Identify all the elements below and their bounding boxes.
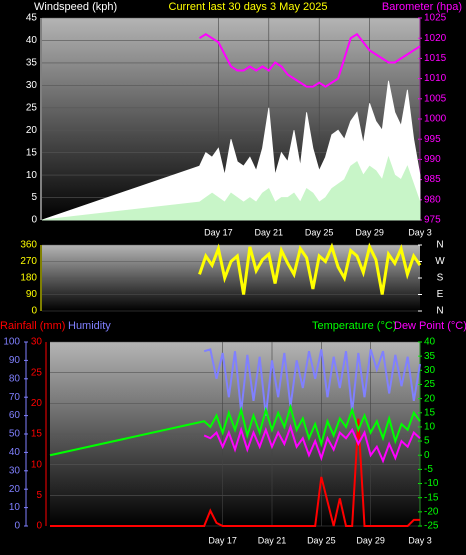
tick-label: 90: [9, 355, 21, 366]
tick-label: N: [436, 240, 443, 251]
line: [198, 242, 422, 295]
series-label: Rainfall (mm): [0, 320, 65, 332]
tick-label: 5: [424, 436, 430, 447]
tick-label: N: [436, 306, 443, 317]
tick-label: 10: [9, 502, 21, 513]
tick-label: -20: [424, 506, 439, 517]
tick-label: 25: [424, 379, 436, 390]
tick-label: 35: [424, 351, 436, 362]
tick-label: 990: [424, 154, 441, 165]
area: [41, 80, 421, 221]
tick-label: -5: [424, 464, 433, 475]
area: [41, 155, 421, 221]
tick-label: W: [435, 256, 445, 267]
tick-label: 30: [26, 80, 38, 91]
tick-label: 5: [31, 192, 37, 203]
tick-label: 270: [20, 256, 37, 267]
x-tick-label: Day 25: [307, 535, 336, 545]
tick-label: 25: [26, 102, 38, 113]
tick-label: 30: [31, 337, 43, 348]
tick-label: 70: [9, 392, 21, 403]
tick-label: 90: [26, 289, 38, 300]
tick-label: 35: [26, 58, 38, 69]
tick-label: 60: [9, 410, 21, 421]
x-tick-label: Day 21: [258, 535, 287, 545]
tick-label: 10: [26, 170, 38, 181]
tick-label: 25: [31, 367, 43, 378]
series-label: Windspeed (kph): [34, 1, 117, 13]
tick-label: 0: [14, 521, 20, 532]
tick-label: 50: [9, 429, 21, 440]
series-label: Humidity: [68, 320, 111, 332]
tick-label: 100: [3, 337, 20, 348]
tick-label: 10: [424, 422, 436, 433]
line: [49, 403, 421, 457]
tick-label: 0: [424, 450, 430, 461]
tick-label: S: [437, 273, 444, 284]
line: [50, 418, 420, 527]
x-tick-label: Day 3: [408, 535, 432, 545]
x-tick-label: Day 17: [208, 535, 237, 545]
tick-label: 1010: [424, 73, 447, 84]
series-label: Barometer (hpa): [382, 1, 462, 13]
tick-label: 0: [31, 215, 37, 226]
tick-label: 985: [424, 174, 441, 185]
tick-label: 40: [9, 447, 21, 458]
tick-label: 180: [20, 273, 37, 284]
tick-label: 15: [31, 429, 43, 440]
x-tick-label: Day 3: [408, 227, 432, 237]
tick-label: 1015: [424, 53, 447, 64]
tick-label: 20: [26, 125, 38, 136]
tick-label: 1025: [424, 13, 447, 24]
tick-label: -25: [424, 521, 439, 532]
tick-label: 30: [9, 465, 21, 476]
line: [203, 423, 421, 464]
tick-label: 10: [31, 459, 43, 470]
tick-label: 30: [424, 365, 436, 376]
tick-label: 975: [424, 215, 441, 226]
x-tick-label: Day 21: [255, 227, 284, 237]
tick-label: 45: [26, 13, 38, 24]
line: [198, 32, 421, 88]
x-tick-label: Day 17: [204, 227, 233, 237]
tick-label: 15: [26, 147, 38, 158]
tick-label: 360: [20, 240, 37, 251]
tick-label: 20: [424, 393, 436, 404]
tick-label: 20: [9, 484, 21, 495]
x-tick-label: Day 29: [356, 535, 385, 545]
tick-label: -15: [424, 492, 439, 503]
tick-label: 5: [36, 490, 42, 501]
x-tick-label: Day 25: [305, 227, 334, 237]
tick-label: 0: [36, 521, 42, 532]
tick-label: 1000: [424, 114, 447, 125]
series-label: Dew Point (°C): [394, 320, 466, 332]
line: [203, 348, 421, 416]
tick-label: 40: [26, 35, 38, 46]
tick-label: E: [437, 289, 444, 300]
x-tick-label: Day 29: [355, 227, 384, 237]
tick-label: 80: [9, 373, 21, 384]
tick-label: 20: [31, 398, 43, 409]
tick-label: 15: [424, 407, 436, 418]
tick-label: 995: [424, 134, 441, 145]
tick-label: -10: [424, 478, 439, 489]
tick-label: 980: [424, 194, 441, 205]
chart-title: Current last 30 days 3 May 2025: [169, 1, 328, 13]
series-label: Temperature (°C): [312, 320, 396, 332]
tick-label: 1020: [424, 33, 447, 44]
tick-label: 40: [424, 337, 436, 348]
tick-label: 1005: [424, 93, 447, 104]
tick-label: 0: [31, 306, 37, 317]
